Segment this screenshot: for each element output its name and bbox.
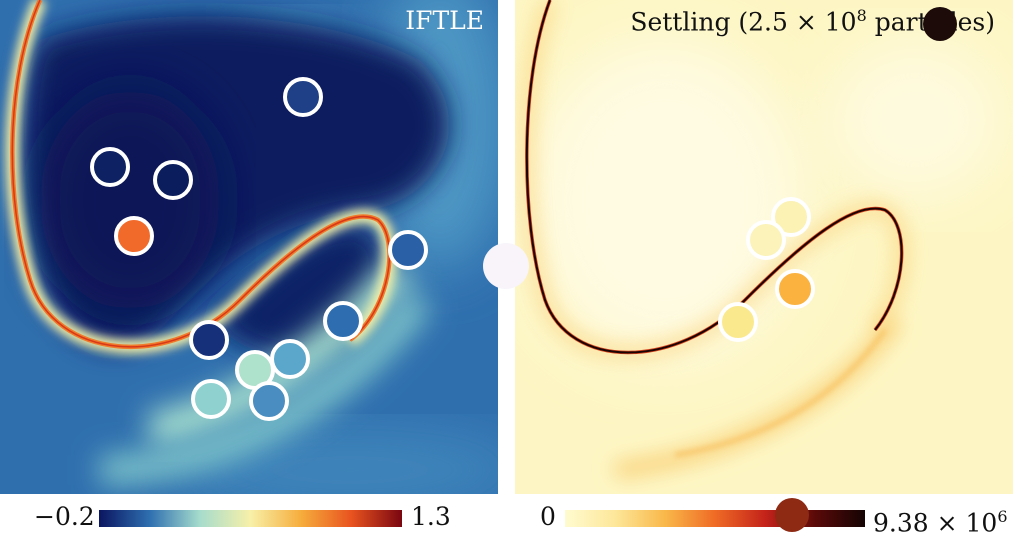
circle-marker bbox=[191, 379, 231, 419]
circle-marker bbox=[775, 498, 809, 532]
settling-colorbar-max-label: 9.38 × 106 bbox=[873, 507, 1008, 537]
circle-marker bbox=[775, 269, 815, 309]
circle-marker bbox=[771, 197, 811, 237]
circle-marker bbox=[388, 230, 428, 270]
settling-colorbar bbox=[565, 510, 865, 527]
circle-marker bbox=[746, 220, 786, 260]
circle-marker bbox=[923, 7, 957, 41]
iftle-colorbar-min-label: −0.2 bbox=[34, 502, 95, 531]
iftle-colorbar-max-label: 1.3 bbox=[411, 502, 451, 531]
circle-marker bbox=[90, 147, 130, 187]
circle-marker bbox=[189, 320, 229, 360]
iftle-heatmap bbox=[0, 0, 498, 494]
circle-marker bbox=[718, 302, 758, 342]
iftle-colorbar bbox=[99, 510, 402, 527]
circle-marker bbox=[483, 243, 529, 289]
circle-marker bbox=[323, 301, 363, 341]
circle-marker bbox=[283, 77, 323, 117]
circle-marker bbox=[249, 381, 289, 421]
circle-marker bbox=[270, 339, 310, 379]
iftle-panel: IFTLE bbox=[0, 0, 498, 494]
iftle-title: IFTLE bbox=[405, 6, 484, 35]
settling-colorbar-min-label: 0 bbox=[540, 502, 556, 531]
circle-marker bbox=[114, 216, 154, 256]
circle-marker bbox=[153, 160, 193, 200]
